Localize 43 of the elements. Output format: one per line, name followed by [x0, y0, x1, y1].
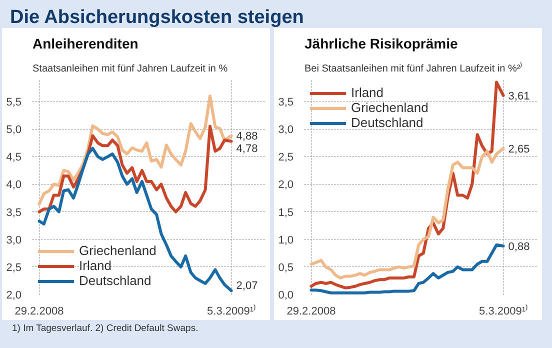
- y-tick-label: 4,0: [6, 179, 22, 192]
- data-label: 2,65: [508, 143, 530, 156]
- chart-subtitle: Bei Staatsanleihen mit fünf Jahren Laufzeit in %²⁾: [304, 62, 522, 74]
- y-tick-label: 2,5: [278, 152, 294, 164]
- legend-label: Griechenland: [351, 100, 428, 115]
- legend-label: Irland: [351, 85, 384, 100]
- text: 1) Im Tagesverlauf. 2) Credit Default Swaps.: [12, 322, 198, 336]
- x-tick-label: 5.3.2009¹⁾: [207, 304, 256, 318]
- y-tick-label: 3,0: [6, 234, 22, 246]
- y-tick-label: 0,5: [278, 262, 294, 274]
- y-tick-label: 1,0: [278, 234, 294, 246]
- legend-label: Griechenland: [79, 243, 156, 258]
- data-label: 3,61: [508, 90, 530, 102]
- y-tick-label: 2,5: [6, 262, 22, 274]
- y-tick-label: 2,0: [278, 179, 294, 192]
- line-series: [38, 146, 233, 292]
- y-tick-label: 4,5: [6, 152, 22, 164]
- y-tick-label: 3,0: [278, 124, 294, 136]
- chart-subtitle: Staatsanleihen mit fünf Jahren Laufzeit in %: [32, 64, 228, 74]
- legend-label: Deutschland: [79, 273, 152, 288]
- y-tick-label: 1,5: [278, 206, 294, 219]
- legend-label: Irland: [79, 258, 112, 273]
- y-tick-label: 5,0: [6, 124, 22, 136]
- y-tick-label: 2,0: [6, 290, 22, 302]
- data-label: 0,88: [508, 240, 530, 253]
- line-series: [310, 243, 505, 294]
- x-tick-label: 5.3.2009¹⁾: [479, 304, 528, 318]
- chart-title: Anleiherenditen: [32, 36, 138, 52]
- legend-label: Deutschland: [351, 115, 424, 130]
- data-label: 2,07: [236, 280, 258, 292]
- y-tick-label: 3,5: [6, 206, 22, 219]
- data-label: 4,88: [236, 130, 258, 143]
- line-series: [38, 124, 233, 214]
- x-tick-label: 29.2.2008: [286, 306, 336, 318]
- text: Die Absicherungskosten steigen: [10, 6, 304, 30]
- data-label: 4,78: [236, 143, 258, 156]
- chart-title: Jährliche Risikoprämie: [304, 36, 458, 52]
- line-series: [38, 94, 233, 206]
- y-tick-label: 5,5: [6, 96, 22, 109]
- y-tick-label: 3,5: [278, 96, 294, 109]
- line-series: [310, 146, 505, 280]
- x-tick-label: 29.2.2008: [14, 306, 64, 318]
- y-tick-label: 0,0: [278, 290, 294, 302]
